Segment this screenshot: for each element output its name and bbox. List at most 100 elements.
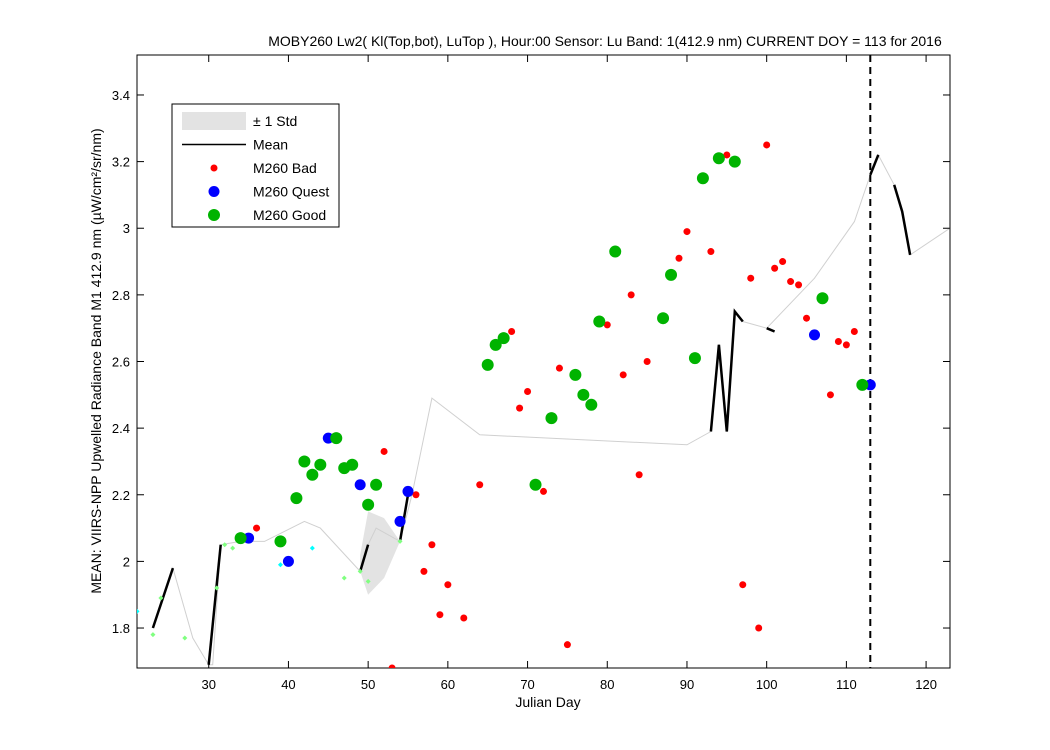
m260-good-point-16 [569, 368, 582, 381]
aux-series-3-point-8 [365, 578, 371, 584]
m260-quest-point-3 [354, 479, 366, 491]
y-tick-label-2: 2.2 [112, 488, 130, 503]
m260-good-point-3 [298, 455, 311, 468]
y-tick-label-1: 2 [123, 554, 130, 569]
x-tick-label-0: 30 [202, 677, 216, 692]
m260-quest-point-1 [282, 555, 294, 567]
plot-content [137, 55, 950, 668]
legend: ± 1 Std Mean M260 Bad M260 Quest M260 Good [171, 103, 340, 228]
m260-bad-point-29 [771, 264, 779, 272]
aux-series-3-point-1 [158, 595, 164, 601]
m260-good-point-10 [370, 478, 383, 491]
mean-segment-1 [207, 544, 222, 665]
legend-swatch-1-std [182, 112, 246, 130]
aux-series-3-point-5 [230, 545, 236, 551]
legend-label-mean: Mean [253, 137, 288, 153]
x-tick-label-8: 110 [836, 677, 857, 692]
m260-good-point-27 [816, 292, 829, 305]
std-band [360, 511, 400, 595]
m260-good-point-14 [529, 478, 542, 491]
m260-good-point-8 [346, 458, 359, 471]
m260-bad-point-24 [723, 151, 731, 159]
m260-bad-point-1 [380, 447, 388, 455]
mean-segment-4 [709, 308, 744, 432]
m260-bad-point-9 [476, 481, 484, 489]
m260-bad-point-34 [826, 391, 834, 399]
y-tick-label-4: 2.6 [112, 355, 130, 370]
m260-good-point-18 [585, 398, 598, 411]
chart-title: MOBY260 Lw2( Kl(Top,bot), LuTop ), Hour:… [268, 33, 942, 49]
aux-series-3-point-2 [182, 635, 188, 641]
m260-quest-point-4 [394, 515, 406, 527]
x-axis-label: Julian Day [515, 694, 580, 710]
m260-good-point-6 [330, 432, 343, 445]
m260-good-point-22 [665, 268, 678, 281]
y-tick-label-6: 3 [123, 221, 130, 236]
aux-series-3-point-7 [357, 568, 363, 574]
aux-series-3-point-4 [222, 542, 228, 548]
m260-bad-point-26 [747, 274, 755, 282]
aux-series-4-point-0 [137, 608, 140, 614]
x-tick-label-6: 90 [680, 677, 694, 692]
y-tick-label-7: 3.2 [112, 155, 130, 170]
m260-bad-point-18 [627, 291, 635, 299]
y-tick-label-3: 2.4 [112, 421, 130, 436]
x-tick-label-2: 50 [361, 677, 375, 692]
m260-good-point-15 [545, 412, 558, 425]
aux-series-3-point-0 [150, 632, 156, 638]
m260-bad-point-20 [643, 358, 651, 365]
m260-good-point-2 [290, 492, 303, 505]
m260-quest-point-5 [402, 485, 414, 497]
x-tick-label-3: 60 [441, 677, 455, 692]
legend-label-m260-good: M260 Good [253, 207, 326, 223]
m260-bad-point-32 [795, 281, 803, 289]
axes-ticks: 30 40 50 60 70 80 90 100 110 120 1.8 2 2.2 2.4 2.6 2.8 3… [112, 55, 950, 692]
m260-good-point-13 [497, 332, 510, 345]
y-tick-label-5: 2.8 [112, 288, 130, 303]
mean-segment-6 [869, 154, 880, 176]
m260-bad-point-0 [253, 524, 261, 532]
m260-bad-point-28 [763, 141, 771, 149]
m260-good-point-20 [609, 245, 622, 258]
m260-bad-point-27 [755, 624, 763, 632]
m260-good-point-9 [362, 498, 375, 511]
m260-bad-point-35 [834, 338, 842, 346]
m260-bad-point-19 [635, 471, 643, 479]
legend-label-m260-quest: M260 Quest [253, 184, 329, 200]
m260-good-point-12 [489, 338, 502, 351]
m260-bad-point-25 [739, 581, 747, 589]
m260-good-point-21 [657, 312, 670, 325]
m260-bad-point-8 [460, 614, 468, 622]
m260-bad-point-10 [508, 328, 516, 336]
m260-bad-point-14 [555, 364, 563, 372]
m260-good-point-11 [481, 358, 494, 371]
m260-bad-point-13 [540, 487, 547, 495]
aux-series-3-point-3 [214, 585, 220, 591]
legend-swatch-m260-good [208, 209, 220, 221]
m260-bad-point-30 [779, 258, 787, 266]
m260-good-point-23 [688, 352, 701, 365]
m260-good-point-26 [728, 155, 741, 168]
m260-good-point-24 [696, 172, 709, 185]
m260-bad-point-4 [420, 567, 428, 575]
mean-segment-7 [893, 184, 912, 256]
m260-good-point-28 [856, 378, 869, 391]
m260-good-point-5 [314, 458, 327, 471]
m260-bad-point-3 [412, 491, 420, 499]
legend-label-m260-bad: M260 Bad [253, 160, 317, 176]
legend-label-1-std: ± 1 Std [253, 113, 297, 129]
x-tick-label-7: 100 [756, 677, 778, 692]
x-tick-label-9: 120 [915, 677, 937, 692]
m260-bad-point-33 [803, 314, 811, 322]
x-tick-label-4: 70 [520, 677, 534, 692]
aux-series-4-point-1 [277, 562, 283, 568]
m260-bad-point-7 [444, 581, 452, 589]
m260-bad-point-36 [842, 341, 850, 349]
m260-bad-point-11 [516, 404, 524, 412]
y-axis-label: MEAN: VIIRS-NPP Upwelled Radiance Band M… [88, 128, 104, 593]
y-tick-label-8: 3.4 [112, 88, 130, 103]
m260-good-point-4 [306, 468, 319, 481]
x-tick-label-5: 80 [600, 677, 614, 692]
m260-bad-point-15 [563, 641, 571, 649]
